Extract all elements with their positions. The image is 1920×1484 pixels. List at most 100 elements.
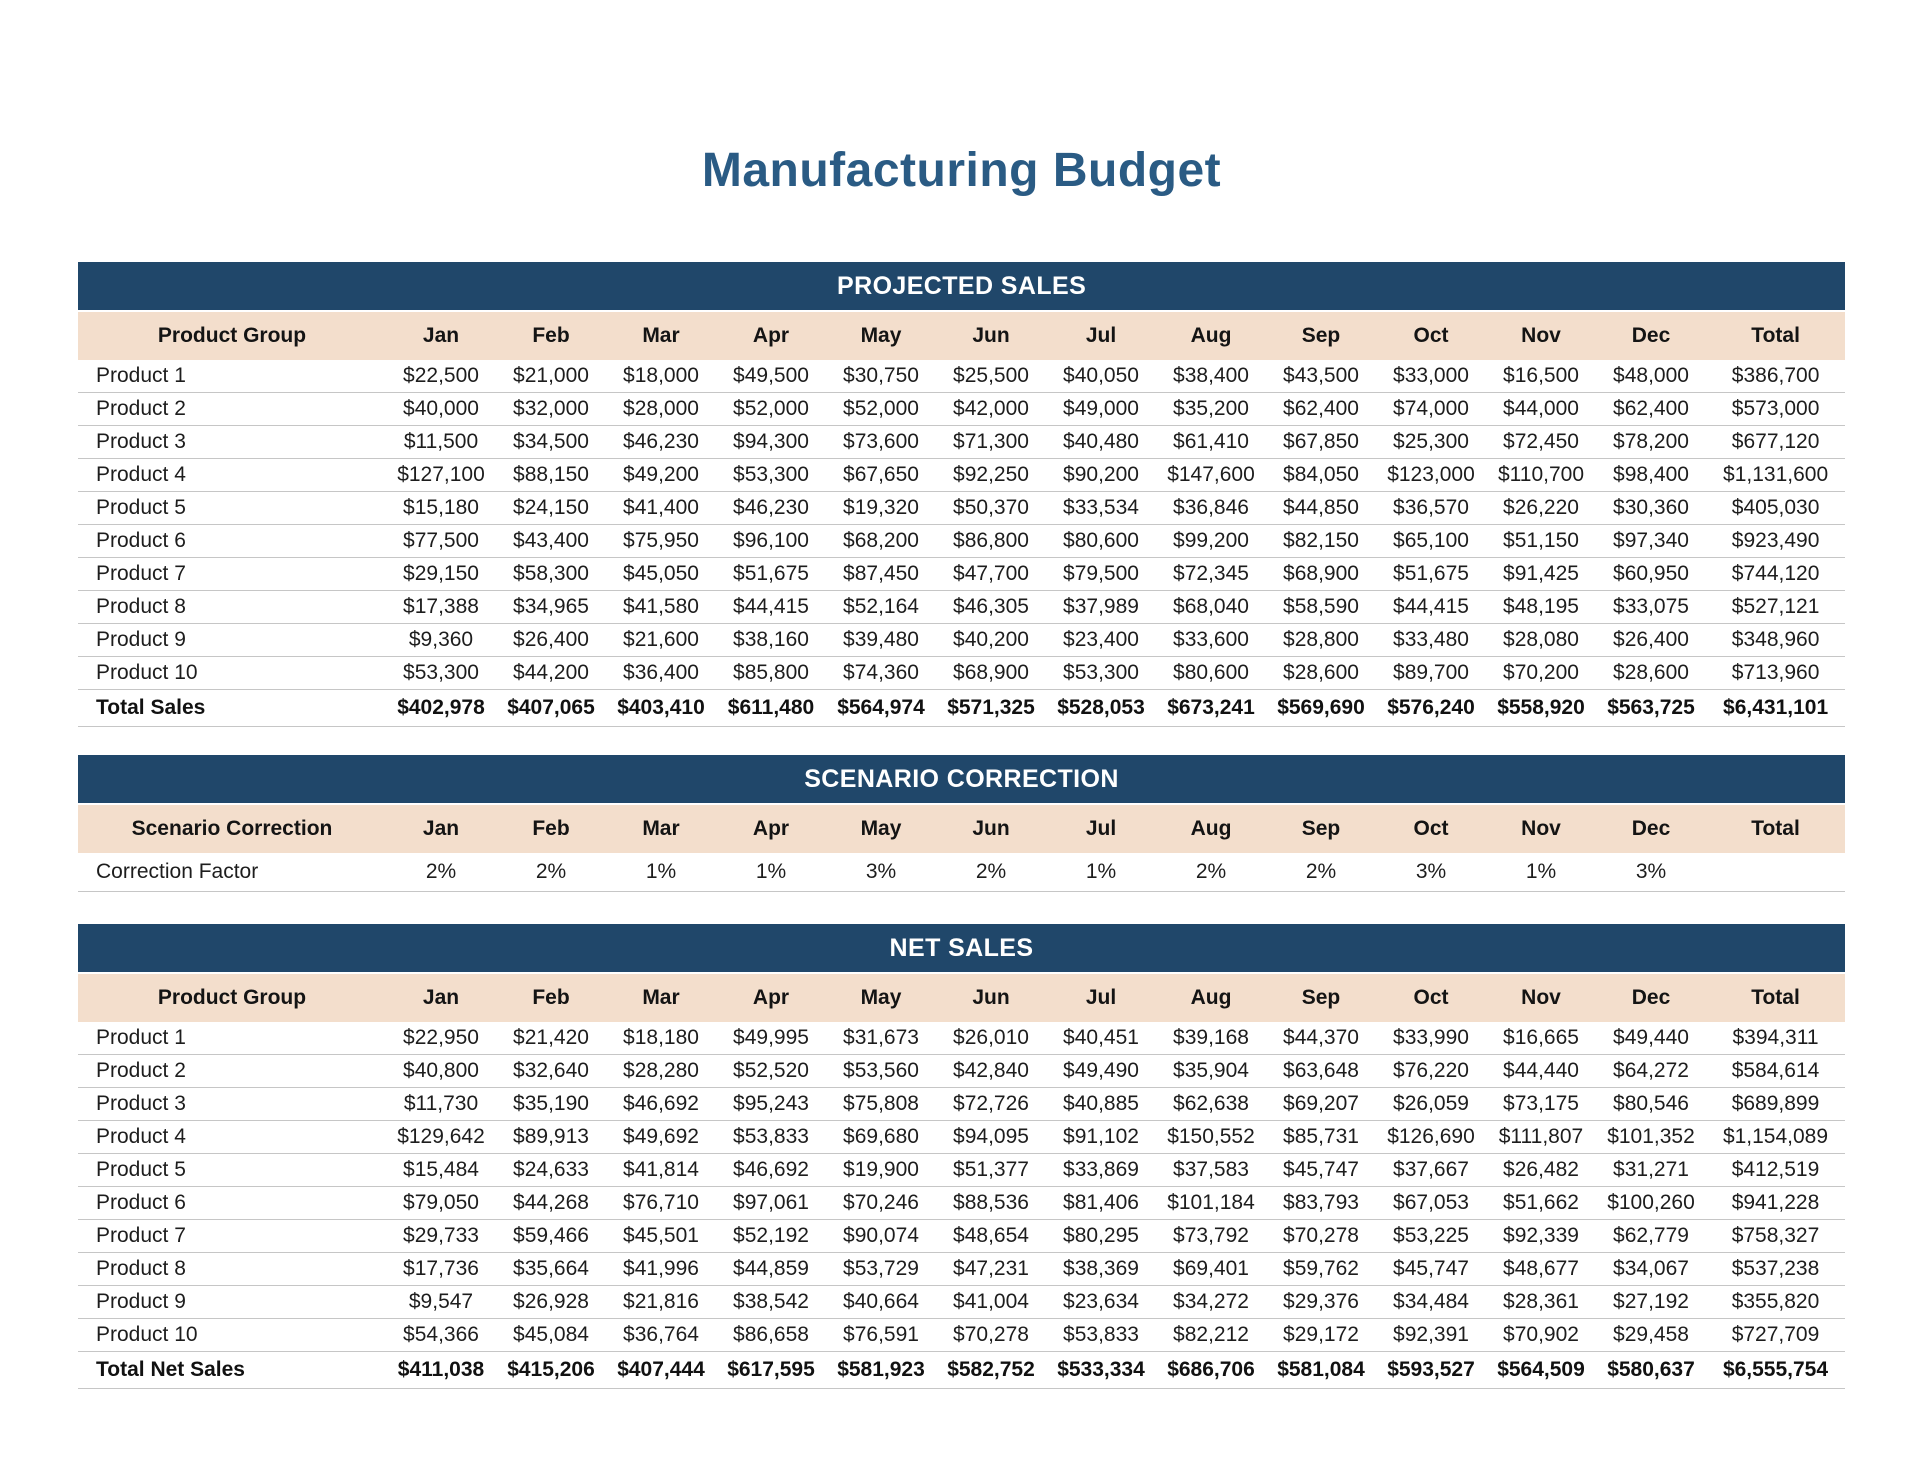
row-total-cell: $394,311 xyxy=(1706,1022,1845,1055)
table-row: Product 7 $29,733 $59,466 $45,501 $52,192 $90… xyxy=(78,1219,1845,1253)
data-cell: $59,762 xyxy=(1266,1252,1376,1286)
column-header-month: Aug xyxy=(1156,973,1266,1022)
data-cell: $70,200 xyxy=(1486,656,1596,690)
total-data-cell: $407,065 xyxy=(496,689,606,727)
data-cell: $40,000 xyxy=(386,392,496,426)
data-cell: $34,500 xyxy=(496,425,606,459)
budget-page: Manufacturing Budget PROJECTED SALES Pro… xyxy=(78,0,1846,1389)
column-header-month: Apr xyxy=(716,311,826,360)
data-cell: $44,415 xyxy=(1376,590,1486,624)
column-header-row: Product Group Jan Feb Mar Apr May Jun Jul Aug Sep… xyxy=(78,973,1845,1022)
row-label: Product 8 xyxy=(78,1252,386,1286)
data-cell: $129,642 xyxy=(386,1120,496,1154)
column-header-month: Sep xyxy=(1266,311,1376,360)
data-cell: $36,570 xyxy=(1376,491,1486,525)
data-cell: $33,990 xyxy=(1376,1022,1486,1055)
total-data-cell: $582,752 xyxy=(936,1351,1046,1389)
data-cell: $29,376 xyxy=(1266,1285,1376,1319)
data-cell: $40,480 xyxy=(1046,425,1156,459)
data-cell: $26,482 xyxy=(1486,1153,1596,1187)
data-cell: $89,700 xyxy=(1376,656,1486,690)
data-cell: $53,300 xyxy=(1046,656,1156,690)
row-total-cell: $584,614 xyxy=(1706,1054,1845,1088)
data-cell: $74,360 xyxy=(826,656,936,690)
table-row: Product 2 $40,800 $32,640 $28,280 $52,520 $53… xyxy=(78,1054,1845,1088)
table-row: Product 5 $15,484 $24,633 $41,814 $46,692 $19… xyxy=(78,1153,1845,1187)
data-cell: $34,272 xyxy=(1156,1285,1266,1319)
data-cell: $36,764 xyxy=(606,1318,716,1352)
data-cell: $72,345 xyxy=(1156,557,1266,591)
net-sales-table: NET SALES Product Group Jan Feb Mar Apr May Ju… xyxy=(78,924,1845,1389)
data-cell: $43,500 xyxy=(1266,360,1376,393)
row-total-cell: $527,121 xyxy=(1706,590,1846,624)
data-cell: $74,000 xyxy=(1376,392,1486,426)
total-data-cell: $533,334 xyxy=(1046,1351,1156,1389)
data-cell: $53,300 xyxy=(386,656,496,690)
table-row: Product 9 $9,547 $26,928 $21,816 $38,542 $40,… xyxy=(78,1285,1845,1319)
data-cell: $11,730 xyxy=(386,1087,496,1121)
data-cell: $33,869 xyxy=(1046,1153,1156,1187)
data-cell: $82,150 xyxy=(1266,524,1376,558)
data-cell: $70,902 xyxy=(1486,1318,1596,1352)
data-cell: $89,913 xyxy=(496,1120,606,1154)
total-row: Total Sales $402,978 $407,065 $403,410 $611,… xyxy=(78,689,1846,727)
data-cell: $40,451 xyxy=(1046,1022,1156,1055)
row-label: Product 2 xyxy=(78,392,386,426)
data-cell: $97,340 xyxy=(1596,524,1706,558)
data-cell: $83,793 xyxy=(1266,1186,1376,1220)
table-body: Correction Factor 2% 2% 1% 1% 3% 2% 1% 2% 2% 3% 1% 3… xyxy=(78,853,1846,892)
column-header-month: Jan xyxy=(386,311,496,360)
data-cell: $69,401 xyxy=(1156,1252,1266,1286)
data-cell: $38,369 xyxy=(1046,1252,1156,1286)
data-cell: $44,850 xyxy=(1266,491,1376,525)
data-cell: $77,500 xyxy=(386,524,496,558)
section-title: SCENARIO CORRECTION xyxy=(78,755,1846,805)
data-cell: $94,095 xyxy=(936,1120,1046,1154)
data-cell: $30,360 xyxy=(1596,491,1706,525)
data-cell: $78,200 xyxy=(1596,425,1706,459)
data-cell: $91,425 xyxy=(1486,557,1596,591)
data-cell: $51,377 xyxy=(936,1153,1046,1187)
data-cell: $17,736 xyxy=(386,1252,496,1286)
data-cell: $46,230 xyxy=(716,491,826,525)
data-cell: $75,808 xyxy=(826,1087,936,1121)
data-cell: $31,271 xyxy=(1596,1153,1706,1187)
data-cell: $40,200 xyxy=(936,623,1046,657)
data-cell: $34,067 xyxy=(1596,1252,1706,1286)
column-header-month: Aug xyxy=(1156,311,1266,360)
column-header-month: May xyxy=(826,804,936,853)
data-cell: $44,440 xyxy=(1486,1054,1596,1088)
row-total-cell: $727,709 xyxy=(1706,1318,1845,1352)
data-cell: $52,192 xyxy=(716,1219,826,1253)
section-title: PROJECTED SALES xyxy=(78,262,1846,312)
data-cell: $37,989 xyxy=(1046,590,1156,624)
data-cell: 1% xyxy=(606,853,716,892)
column-header-month: Dec xyxy=(1596,311,1706,360)
row-label: Product 1 xyxy=(78,1022,386,1055)
row-total-cell: $1,131,600 xyxy=(1706,458,1846,492)
data-cell: $45,747 xyxy=(1376,1252,1486,1286)
data-cell: $71,300 xyxy=(936,425,1046,459)
data-cell: $49,490 xyxy=(1046,1054,1156,1088)
data-cell: 2% xyxy=(1266,853,1376,892)
column-header-group: Scenario Correction xyxy=(78,804,386,853)
total-data-cell: $563,725 xyxy=(1596,689,1706,727)
column-header-month: Mar xyxy=(606,804,716,853)
data-cell: $99,200 xyxy=(1156,524,1266,558)
row-label: Product 3 xyxy=(78,1087,386,1121)
page-title: Manufacturing Budget xyxy=(701,144,1222,197)
data-cell: $85,731 xyxy=(1266,1120,1376,1154)
data-cell: $62,638 xyxy=(1156,1087,1266,1121)
data-cell: $38,160 xyxy=(716,623,826,657)
section-title-bar: NET SALES xyxy=(78,924,1845,974)
data-cell: $67,053 xyxy=(1376,1186,1486,1220)
data-cell: $18,000 xyxy=(606,360,716,393)
row-label: Product 7 xyxy=(78,1219,386,1253)
data-cell: $16,665 xyxy=(1486,1022,1596,1055)
data-cell: $22,950 xyxy=(386,1022,496,1055)
data-cell: $68,040 xyxy=(1156,590,1266,624)
data-cell: $32,000 xyxy=(496,392,606,426)
column-header-month: Jul xyxy=(1046,804,1156,853)
table-row: Product 10 $53,300 $44,200 $36,400 $85,800 $7… xyxy=(78,656,1846,690)
data-cell: $53,300 xyxy=(716,458,826,492)
